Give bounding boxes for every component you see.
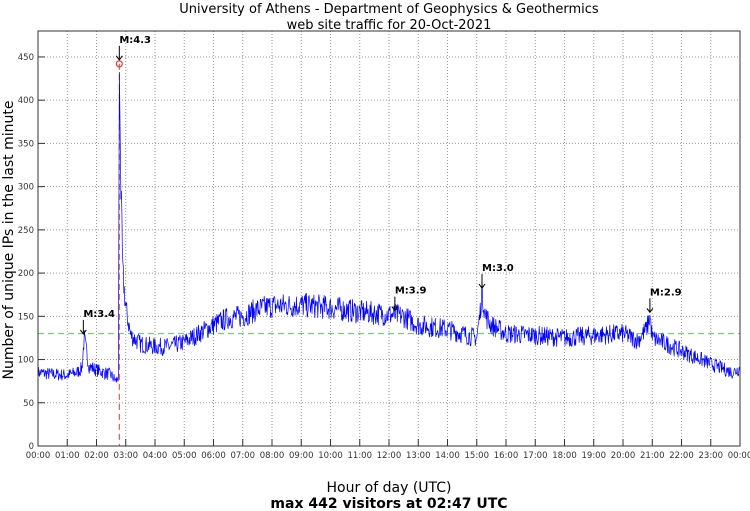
x-tick-label: 18:00 bbox=[552, 451, 577, 461]
quake-arrow-head bbox=[391, 306, 399, 312]
max-visitors-footer: max 442 visitors at 02:47 UTC bbox=[270, 496, 507, 511]
x-tick-label: 16:00 bbox=[494, 451, 519, 461]
quake-annotation-label: M:4.3 bbox=[119, 35, 151, 46]
x-tick-label: 22:00 bbox=[669, 451, 694, 461]
x-tick-label: 09:00 bbox=[289, 451, 314, 461]
quake-arrow-head bbox=[115, 55, 123, 61]
x-tick-label: 11:00 bbox=[348, 451, 373, 461]
x-tick-label: 21:00 bbox=[640, 451, 665, 461]
x-tick-label: 20:00 bbox=[611, 451, 636, 461]
x-tick-label: 00:00 bbox=[728, 451, 750, 461]
max-point-marker bbox=[115, 60, 123, 68]
x-tick-label: 00:00 bbox=[26, 451, 51, 461]
y-tick-label: 300 bbox=[18, 183, 34, 193]
quake-annotation-label: M:3.0 bbox=[482, 263, 514, 274]
quake-arrow-head bbox=[646, 308, 654, 314]
x-axis-label: Hour of day (UTC) bbox=[327, 480, 452, 496]
x-tick-label: 06:00 bbox=[201, 451, 226, 461]
quake-arrow-head bbox=[478, 283, 486, 289]
x-tick-label: 23:00 bbox=[699, 451, 724, 461]
y-tick-label: 350 bbox=[18, 139, 34, 149]
y-tick-label: 0 bbox=[29, 442, 34, 452]
x-tick-label: 04:00 bbox=[143, 451, 168, 461]
quake-annotation-label: M:3.9 bbox=[395, 286, 427, 297]
quake-annotation-label: M:3.4 bbox=[83, 309, 115, 320]
x-tick-label: 08:00 bbox=[260, 451, 285, 461]
y-tick-label: 200 bbox=[18, 269, 34, 279]
quake-arrow-head bbox=[79, 329, 87, 335]
x-tick-label: 17:00 bbox=[523, 451, 548, 461]
chart-subtitle: web site traffic for 20-Oct-2021 bbox=[287, 18, 492, 33]
axis-ticks: 00:00 01:00 02:00 03:00 04:00 05:00 06:00 07:00… bbox=[18, 53, 750, 461]
y-tick-label: 450 bbox=[18, 53, 34, 63]
x-tick-label: 12:00 bbox=[377, 451, 402, 461]
x-tick-label: 01:00 bbox=[55, 451, 80, 461]
y-axis-label: Number of unique IPs in the last minute bbox=[1, 101, 17, 380]
x-tick-label: 10:00 bbox=[318, 451, 343, 461]
x-tick-label: 03:00 bbox=[114, 451, 139, 461]
plot-area: M:3.4 M:4.3 M:3.9 M:3.0 M:2.9 bbox=[37, 35, 741, 446]
x-tick-label: 14:00 bbox=[435, 451, 460, 461]
y-tick-label: 50 bbox=[23, 399, 34, 409]
plot-frame bbox=[37, 30, 741, 447]
x-tick-label: 07:00 bbox=[231, 451, 256, 461]
x-tick-label: 19:00 bbox=[582, 451, 607, 461]
x-tick-label: 02:00 bbox=[84, 451, 109, 461]
x-tick-label: 05:00 bbox=[172, 451, 197, 461]
x-tick-label: 15:00 bbox=[465, 451, 490, 461]
y-tick-label: 150 bbox=[18, 312, 34, 322]
quake-annotation-label: M:2.9 bbox=[650, 287, 682, 298]
x-tick-label: 13:00 bbox=[406, 451, 431, 461]
chart-title: University of Athens - Department of Geo… bbox=[179, 2, 599, 17]
traffic-series-line bbox=[37, 71, 741, 383]
y-tick-label: 400 bbox=[18, 96, 34, 106]
y-tick-label: 250 bbox=[18, 226, 34, 236]
grid bbox=[38, 31, 740, 446]
y-tick-label: 100 bbox=[18, 356, 34, 366]
